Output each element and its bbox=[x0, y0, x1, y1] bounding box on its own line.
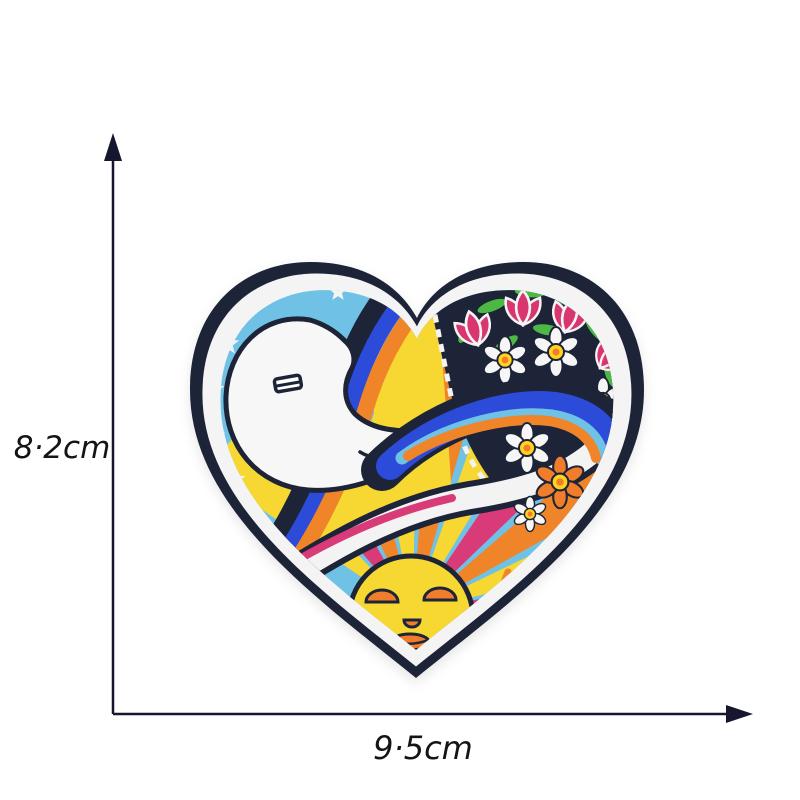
height-label: 8·2cm bbox=[14, 430, 111, 466]
width-arrow bbox=[113, 705, 753, 723]
width-label: 9·5cm bbox=[373, 729, 473, 767]
moon-eye bbox=[272, 373, 304, 394]
yellow-field bbox=[252, 292, 452, 602]
heart-patch bbox=[190, 262, 644, 678]
arrow-right-icon bbox=[726, 705, 753, 723]
arrow-up-icon bbox=[104, 133, 122, 161]
sun-eye-left bbox=[364, 588, 400, 604]
sun-eye-right bbox=[422, 586, 458, 602]
sun-nose bbox=[402, 618, 422, 629]
height-arrow bbox=[104, 133, 122, 714]
